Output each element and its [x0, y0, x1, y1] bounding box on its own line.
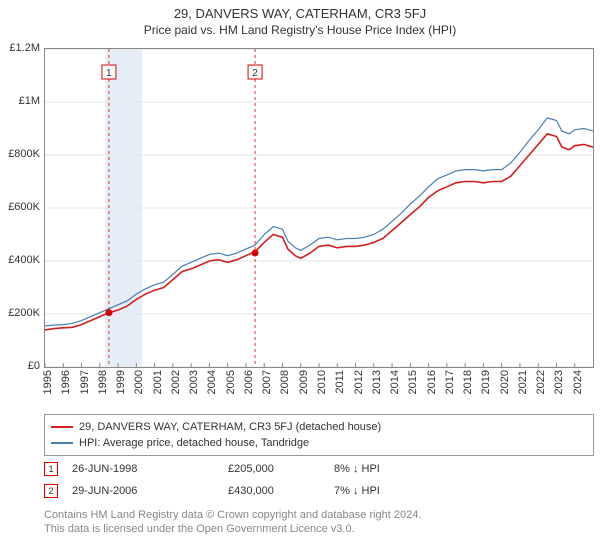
x-tick-label: 2013 [371, 370, 383, 394]
x-tick-label: 2017 [444, 370, 456, 394]
x-tick-label: 2020 [499, 370, 511, 394]
x-tick-label: 2000 [133, 370, 145, 394]
x-tick-label: 2011 [334, 370, 346, 394]
transaction-list: 1 26-JUN-1998 £205,000 8% ↓ HPI 2 29-JUN… [44, 458, 594, 502]
x-axis-labels: 1995 1996 1997 1998 1999 2000 2001 2002 2003 2004… [44, 370, 594, 414]
x-tick-label: 2015 [407, 370, 419, 394]
x-tick-label: 1996 [60, 370, 72, 394]
svg-text:1: 1 [106, 68, 112, 79]
chart-plot-area: 12 [44, 48, 594, 368]
y-tick-label: £200K [8, 307, 40, 319]
x-tick-label: 2004 [206, 370, 218, 394]
y-tick-label: £1M [19, 95, 40, 107]
y-tick-label: £1.2M [9, 42, 40, 54]
x-tick-label: 2008 [279, 370, 291, 394]
transaction-row: 2 29-JUN-2006 £430,000 7% ↓ HPI [44, 480, 594, 502]
page-title: 29, DANVERS WAY, CATERHAM, CR3 5FJ [0, 0, 600, 21]
x-tick-label: 2019 [480, 370, 492, 394]
x-tick-label: 2003 [188, 370, 200, 394]
x-tick-label: 2007 [261, 370, 273, 394]
x-tick-label: 1995 [42, 370, 54, 394]
legend-item: 29, DANVERS WAY, CATERHAM, CR3 5FJ (deta… [51, 419, 587, 435]
transaction-price: £205,000 [228, 458, 334, 480]
x-tick-label: 1999 [115, 370, 127, 394]
chart-card: 29, DANVERS WAY, CATERHAM, CR3 5FJ Price… [0, 0, 600, 560]
svg-text:2: 2 [252, 68, 258, 79]
y-tick-label: £800K [8, 148, 40, 160]
legend-item: HPI: Average price, detached house, Tand… [51, 435, 587, 451]
x-tick-label: 1997 [79, 370, 91, 394]
legend-label: 29, DANVERS WAY, CATERHAM, CR3 5FJ (deta… [79, 419, 381, 435]
x-tick-label: 2001 [152, 370, 164, 394]
page-subtitle: Price paid vs. HM Land Registry's House … [0, 21, 600, 39]
x-tick-label: 2006 [243, 370, 255, 394]
x-tick-label: 2024 [572, 370, 584, 394]
y-tick-label: £0 [28, 360, 40, 372]
y-axis-labels: £0£200K£400K£600K£800K£1M£1.2M [0, 48, 42, 368]
x-tick-label: 2014 [389, 370, 401, 394]
chart-svg: 12 [45, 49, 593, 367]
y-tick-label: £600K [8, 201, 40, 213]
x-tick-label: 2022 [535, 370, 547, 394]
x-tick-label: 2009 [298, 370, 310, 394]
transaction-row: 1 26-JUN-1998 £205,000 8% ↓ HPI [44, 458, 594, 480]
footer-line: Contains HM Land Registry data © Crown c… [44, 508, 594, 522]
transaction-price: £430,000 [228, 480, 334, 502]
x-tick-label: 1998 [97, 370, 109, 394]
x-tick-label: 2021 [517, 370, 529, 394]
y-tick-label: £400K [8, 254, 40, 266]
x-tick-label: 2005 [225, 370, 237, 394]
transaction-marker-icon: 2 [44, 484, 58, 498]
x-tick-label: 2010 [316, 370, 328, 394]
transaction-delta: 8% ↓ HPI [334, 458, 380, 480]
legend-swatch [51, 442, 73, 444]
x-tick-label: 2012 [353, 370, 365, 394]
footer-line: This data is licensed under the Open Gov… [44, 522, 594, 536]
x-tick-label: 2023 [553, 370, 565, 394]
x-tick-label: 2018 [462, 370, 474, 394]
transaction-delta: 7% ↓ HPI [334, 480, 380, 502]
footer: Contains HM Land Registry data © Crown c… [44, 508, 594, 536]
x-tick-label: 2016 [426, 370, 438, 394]
legend-label: HPI: Average price, detached house, Tand… [79, 435, 309, 451]
transaction-date: 26-JUN-1998 [72, 458, 228, 480]
transaction-date: 29-JUN-2006 [72, 480, 228, 502]
legend-box: 29, DANVERS WAY, CATERHAM, CR3 5FJ (deta… [44, 414, 594, 456]
x-tick-label: 2002 [170, 370, 182, 394]
legend-swatch [51, 426, 73, 428]
transaction-marker-icon: 1 [44, 462, 58, 476]
